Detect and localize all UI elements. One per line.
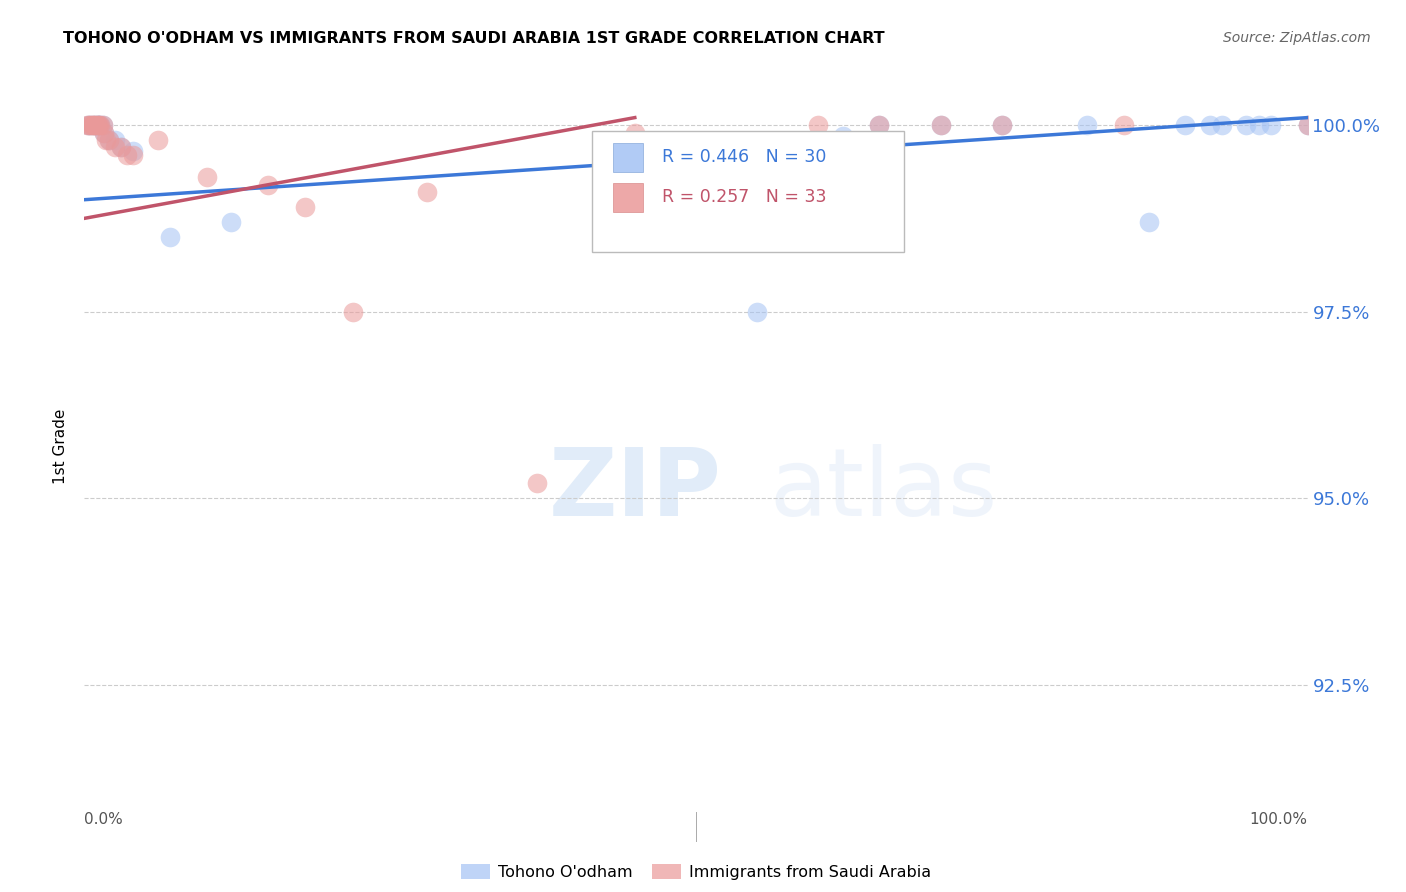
Point [91, 118, 114, 132]
Text: Source: ZipAtlas.com: Source: ZipAtlas.com [1223, 31, 1371, 45]
Text: R = 0.257   N = 33: R = 0.257 N = 33 [662, 188, 827, 206]
Point [110, 140, 132, 154]
Point [97, 133, 120, 147]
Point [991, 118, 1014, 132]
Point [82, 118, 104, 132]
Point [342, 304, 364, 318]
Point [294, 200, 316, 214]
Text: atlas: atlas [769, 444, 998, 536]
Point [91, 118, 114, 132]
Point [1198, 118, 1220, 132]
Point [79, 118, 101, 132]
Point [76, 118, 98, 132]
Text: ZIP: ZIP [550, 444, 723, 536]
Point [122, 148, 145, 162]
Point [831, 129, 853, 144]
FancyBboxPatch shape [613, 144, 644, 171]
Point [77, 118, 100, 132]
Point [929, 118, 952, 132]
FancyBboxPatch shape [613, 184, 644, 212]
Point [1296, 118, 1319, 132]
Point [80, 118, 103, 132]
Point [624, 126, 647, 140]
Point [87, 118, 110, 132]
Point [869, 118, 891, 132]
Point [122, 144, 145, 158]
Point [89, 118, 111, 132]
Point [1174, 118, 1197, 132]
Text: R = 0.446   N = 30: R = 0.446 N = 30 [662, 148, 827, 166]
Point [87, 118, 110, 132]
Point [83, 118, 105, 132]
Y-axis label: 1st Grade: 1st Grade [53, 409, 69, 483]
Point [84, 118, 107, 132]
Point [86, 118, 108, 132]
Point [146, 133, 169, 147]
FancyBboxPatch shape [592, 131, 904, 252]
Point [87, 118, 110, 132]
Point [104, 140, 127, 154]
Point [807, 118, 830, 132]
Point [82, 118, 104, 132]
Point [195, 170, 218, 185]
Text: 100.0%: 100.0% [1250, 812, 1308, 827]
Point [257, 178, 280, 192]
Point [747, 304, 769, 318]
Point [96, 133, 118, 147]
Point [84, 118, 107, 132]
Point [1260, 118, 1282, 132]
Point [79, 118, 101, 132]
Text: 0.0%: 0.0% [84, 812, 124, 827]
Point [1236, 118, 1258, 132]
Text: TOHONO O'ODHAM VS IMMIGRANTS FROM SAUDI ARABIA 1ST GRADE CORRELATION CHART: TOHONO O'ODHAM VS IMMIGRANTS FROM SAUDI … [63, 31, 884, 46]
Point [1114, 118, 1136, 132]
Point [1296, 118, 1319, 132]
Point [1076, 118, 1098, 132]
Point [104, 133, 127, 147]
Point [1247, 118, 1270, 132]
Point [110, 140, 132, 154]
Point [526, 476, 548, 491]
Point [115, 148, 138, 162]
Point [159, 230, 181, 244]
Point [77, 118, 100, 132]
Point [89, 118, 111, 132]
Point [416, 186, 439, 200]
Legend: Tohono O'odham, Immigrants from Saudi Arabia: Tohono O'odham, Immigrants from Saudi Ar… [453, 856, 939, 888]
Point [991, 118, 1014, 132]
Point [869, 118, 891, 132]
Point [93, 126, 115, 140]
Point [86, 118, 108, 132]
Point [219, 215, 242, 229]
Point [97, 133, 120, 147]
Point [87, 118, 110, 132]
Point [1137, 215, 1160, 229]
Point [1211, 118, 1233, 132]
Point [93, 126, 115, 140]
Point [929, 118, 952, 132]
